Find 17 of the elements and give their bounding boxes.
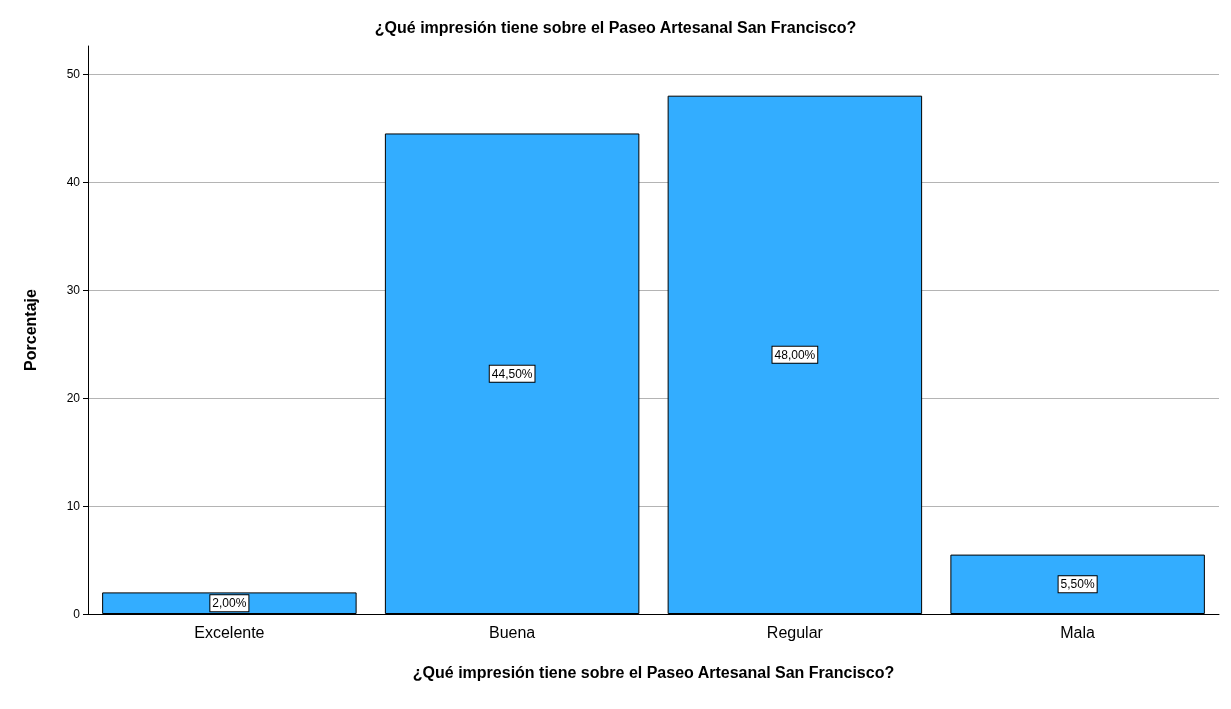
y-tick-label: 40 xyxy=(66,175,81,190)
data-label: 44,50% xyxy=(491,366,533,381)
data-label: 48,00% xyxy=(774,347,816,362)
x-axis-title: ¿Qué impresión tiene sobre el Paseo Artesanal San Francisco? xyxy=(412,663,895,681)
y-axis-title: Porcentaje xyxy=(21,288,39,371)
x-tick-label: Excelente xyxy=(194,623,265,641)
y-tick-label: 10 xyxy=(66,499,81,514)
y-tick-label: 30 xyxy=(66,283,81,298)
y-tick-label: 20 xyxy=(66,391,81,406)
y-tick-label: 0 xyxy=(73,607,81,621)
chart-title: ¿Qué impresión tiene sobre el Paseo Artesanal San Francisco? xyxy=(374,18,857,36)
x-tick-label: Buena xyxy=(488,623,536,641)
data-label: 2,00% xyxy=(212,596,247,611)
x-tick-label: Regular xyxy=(766,623,824,641)
y-tick-label: 50 xyxy=(66,67,81,82)
data-label: 5,50% xyxy=(1060,577,1095,592)
x-tick-label: Mala xyxy=(1060,623,1096,641)
